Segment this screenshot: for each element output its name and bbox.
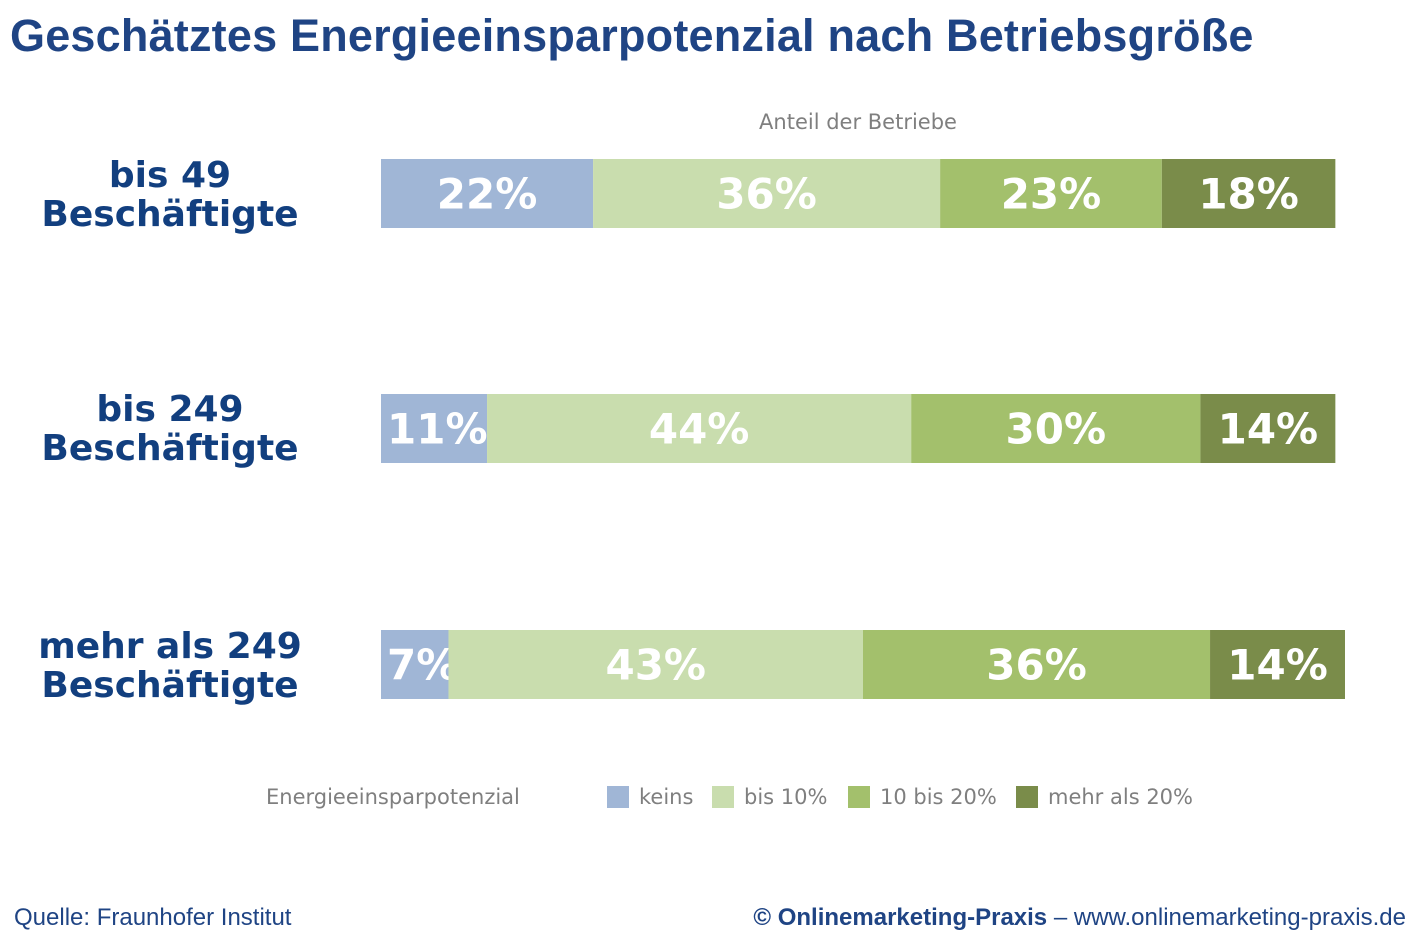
data-label: 23% xyxy=(1001,170,1102,219)
category-label-line: mehr als 249 xyxy=(38,626,302,667)
bar-segment xyxy=(1200,394,1336,463)
legend-swatch xyxy=(712,786,734,808)
category-label-line: bis 249 xyxy=(96,389,244,430)
data-label: 22% xyxy=(437,170,538,219)
data-label: 44% xyxy=(649,405,750,454)
category-label: bis 49 Beschäftigte xyxy=(0,156,340,234)
data-label: 30% xyxy=(1006,405,1107,454)
data-label: 43% xyxy=(605,641,706,690)
legend-label: 10 bis 20% xyxy=(880,785,997,809)
legend-swatch xyxy=(1016,786,1038,808)
data-label: 14% xyxy=(1218,405,1319,454)
bar-segment xyxy=(487,394,912,463)
legend-label: mehr als 20% xyxy=(1048,785,1193,809)
data-label: 18% xyxy=(1198,170,1299,219)
legend-label: bis 10% xyxy=(744,785,828,809)
category-label: mehr als 249 Beschäftigte xyxy=(0,627,340,705)
bar-segment xyxy=(1210,630,1345,699)
copyright-separator: – xyxy=(1047,904,1074,931)
legend-item: 10 bis 20% xyxy=(848,785,997,809)
axis-title: Anteil der Betriebe xyxy=(759,110,957,134)
category-label: bis 249 Beschäftigte xyxy=(0,390,340,468)
bar-segment xyxy=(448,630,863,699)
category-label-line: bis 49 xyxy=(108,155,232,196)
bar-segment xyxy=(863,630,1211,699)
data-label: 36% xyxy=(716,170,817,219)
data-label: 7% xyxy=(387,641,458,690)
legend-title: Energieeinsparpotenzial xyxy=(266,785,520,809)
bar-segment xyxy=(593,159,941,228)
bar-segment xyxy=(940,159,1162,228)
bar-segment xyxy=(381,159,594,228)
category-label-line: Beschäftigte xyxy=(41,194,299,235)
category-label-line: Beschäftigte xyxy=(41,428,299,469)
legend-item: keins xyxy=(607,785,693,809)
bar-segment xyxy=(381,630,449,699)
legend-item: mehr als 20% xyxy=(1016,785,1193,809)
data-label: 36% xyxy=(986,641,1087,690)
category-label-line: Beschäftigte xyxy=(41,665,299,706)
source-note: Quelle: Fraunhofer Institut xyxy=(14,904,292,931)
legend-item: bis 10% xyxy=(712,785,827,809)
data-label: 14% xyxy=(1227,641,1328,690)
bar-segment xyxy=(911,394,1201,463)
bar-segment xyxy=(1161,159,1336,228)
copyright-url[interactable]: www.onlinemarketing-praxis.de xyxy=(1073,904,1406,931)
bar-segment xyxy=(381,394,488,463)
legend-label: keins xyxy=(639,785,694,809)
legend-swatch xyxy=(848,786,870,808)
copyright-brand: © Onlinemarketing-Praxis xyxy=(753,904,1048,931)
data-label: 11% xyxy=(387,405,488,454)
copyright-note: © Onlinemarketing-Praxis – www.onlinemar… xyxy=(753,904,1406,932)
legend-swatch xyxy=(607,786,629,808)
chart-title: Geschätztes Energieeinsparpotenzial nach… xyxy=(10,10,1254,61)
